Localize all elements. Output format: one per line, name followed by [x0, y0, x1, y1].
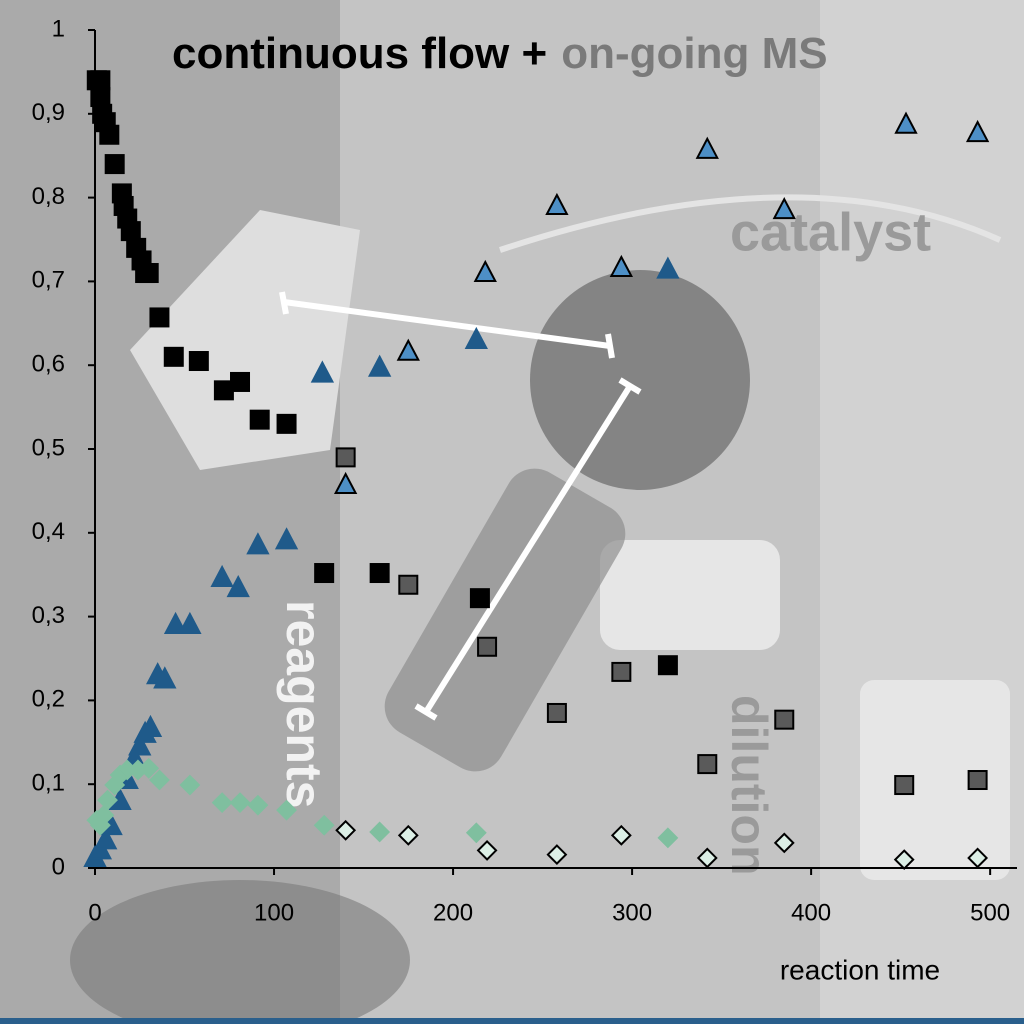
- data-point: [546, 702, 567, 723]
- data-point: [188, 351, 209, 372]
- data-point: [274, 527, 299, 550]
- x-axis-label: reaction time: [780, 954, 940, 985]
- chart-title: continuous flow + on-going MS: [172, 29, 828, 78]
- data-point: [153, 666, 177, 689]
- data-point: [99, 124, 120, 145]
- plot-area: 0 0,1 0,2 0,3 0,4 0,5 0,6 0,7 0,8 0,9 1 0 100 200 300 4…: [32, 15, 1017, 926]
- y-tick-label: 0,4: [32, 518, 65, 545]
- data-point: [138, 263, 159, 284]
- data-point: [310, 360, 335, 383]
- data-point: [179, 774, 201, 796]
- data-point: [211, 792, 233, 814]
- data-point: [229, 792, 251, 814]
- data-point: [178, 611, 202, 634]
- x-tick-label: 400: [791, 899, 831, 926]
- title-main: continuous flow +: [172, 29, 547, 78]
- data-point: [609, 254, 634, 277]
- data-point: [247, 794, 269, 816]
- data-point: [894, 775, 915, 796]
- data-point: [163, 346, 184, 367]
- data-point: [210, 564, 234, 588]
- data-point: [546, 844, 568, 866]
- annotation: dilution: [721, 695, 777, 876]
- data-point: [333, 471, 358, 495]
- y-tick-label: 0,6: [32, 351, 65, 378]
- data-point: [335, 819, 357, 841]
- data-point: [967, 770, 988, 791]
- data-point: [149, 769, 170, 791]
- y-tick-label: 0,7: [32, 267, 65, 294]
- data-point: [469, 588, 490, 609]
- data-point: [249, 409, 270, 430]
- data-point: [893, 849, 915, 871]
- data-point: [967, 847, 989, 869]
- data-point: [965, 119, 990, 143]
- data-point: [545, 192, 569, 215]
- data-point: [476, 839, 498, 861]
- y-tick-label: 0,9: [32, 99, 65, 126]
- data-point: [773, 832, 795, 854]
- y-tick-label: 0,5: [32, 434, 65, 461]
- y-tick-label: 0: [52, 853, 65, 880]
- data-point: [465, 822, 487, 844]
- data-point: [163, 611, 188, 634]
- connector-bars: [279, 291, 642, 721]
- data-point: [335, 447, 356, 468]
- data-point: [397, 824, 419, 846]
- y-tick-label: 0,2: [32, 686, 65, 713]
- annotation: catalyst: [730, 202, 931, 262]
- data-point: [610, 824, 632, 846]
- data-point: [611, 661, 632, 682]
- data-point: [367, 354, 392, 377]
- title-secondary: on-going MS: [561, 29, 827, 78]
- x-tick-label: 300: [612, 899, 652, 926]
- data-point: [477, 636, 498, 657]
- data-point: [90, 70, 111, 91]
- data-point: [138, 714, 163, 738]
- data-point: [473, 259, 497, 283]
- data-point: [128, 733, 152, 756]
- data-point: [246, 532, 270, 555]
- data-point: [138, 757, 160, 779]
- data-point: [276, 413, 297, 434]
- data-point: [120, 221, 141, 242]
- data-point: [230, 371, 251, 392]
- data-point: [396, 338, 420, 361]
- data-point: [314, 563, 335, 584]
- data-point: [697, 754, 718, 775]
- data-point: [696, 847, 718, 869]
- data-point: [226, 574, 250, 598]
- y-tick-label: 0,3: [32, 602, 65, 629]
- data-point: [276, 799, 297, 821]
- data-point: [656, 256, 680, 279]
- data-point: [774, 709, 795, 730]
- y-tick-label: 1: [52, 15, 65, 42]
- x-tick-label: 200: [433, 899, 473, 926]
- data-point: [695, 136, 719, 159]
- data-point: [657, 655, 678, 676]
- data-point: [464, 326, 488, 350]
- data-point: [313, 814, 335, 836]
- data-point: [369, 563, 390, 584]
- data-point: [97, 789, 118, 811]
- x-tick-label: 100: [254, 899, 294, 926]
- x-tick-label: 500: [970, 899, 1010, 926]
- data-point: [894, 111, 918, 134]
- data-point: [90, 87, 111, 108]
- data-point: [104, 154, 125, 175]
- x-tick-label: 0: [88, 899, 101, 926]
- data-point: [93, 804, 115, 826]
- data-point: [369, 821, 391, 843]
- data-point: [149, 307, 170, 328]
- y-tick-label: 0,8: [32, 183, 65, 210]
- data-point: [398, 574, 419, 595]
- data-point: [772, 197, 796, 220]
- data-point: [657, 827, 679, 849]
- data-point: [94, 827, 118, 850]
- annotation: reagents: [276, 600, 332, 808]
- y-tick-label: 0,1: [32, 770, 65, 797]
